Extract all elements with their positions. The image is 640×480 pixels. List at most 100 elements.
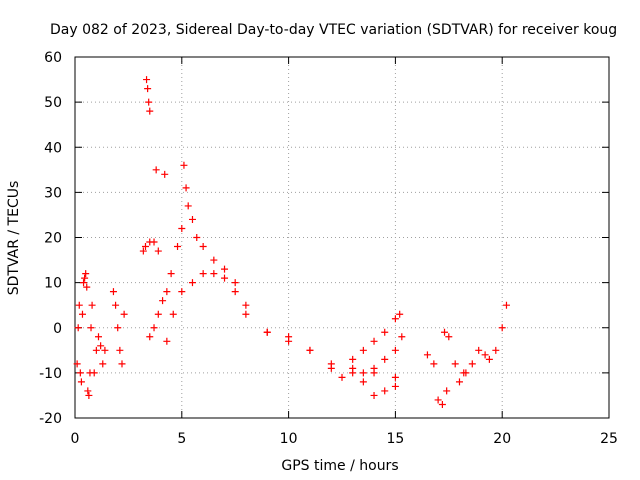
data-point <box>97 342 105 350</box>
data-point <box>242 310 250 318</box>
data-point <box>359 378 367 386</box>
data-point <box>370 364 378 372</box>
series-arc-late-3 <box>359 333 406 377</box>
data-point <box>455 378 463 386</box>
x-tick-label: 15 <box>386 431 404 447</box>
series-arc-main-high <box>167 161 250 309</box>
series-rise-3.5 <box>146 288 171 341</box>
series-arc-3.2 <box>139 238 162 255</box>
series-arc-late-1 <box>263 328 399 399</box>
data-point <box>152 166 160 174</box>
x-axis-label: GPS time / hours <box>281 458 398 474</box>
x-tick-label: 20 <box>493 431 511 447</box>
data-point <box>139 247 147 255</box>
y-tick-label: 20 <box>44 231 62 247</box>
data-point <box>349 369 357 377</box>
data-point <box>120 310 128 318</box>
data-point <box>116 346 124 354</box>
data-point <box>391 382 399 390</box>
data-point <box>75 301 83 309</box>
data-point <box>88 301 96 309</box>
x-tick-labels: 0 5 10 15 20 25 <box>71 431 618 447</box>
data-point <box>306 346 314 354</box>
data-point <box>92 346 100 354</box>
data-point <box>199 270 207 278</box>
series-peak-3.4 <box>143 76 154 115</box>
data-point <box>502 301 510 309</box>
data-point <box>163 337 171 345</box>
data-point <box>109 288 117 296</box>
series-pts-3.8 <box>152 166 169 178</box>
y-tick-label: 60 <box>44 50 62 66</box>
data-point <box>370 337 378 345</box>
data-point <box>199 243 207 251</box>
series-arc-18.5 <box>462 346 489 377</box>
data-point <box>462 369 470 377</box>
x-tick-label: 25 <box>600 431 618 447</box>
data-points <box>73 76 510 408</box>
x-tick-label: 0 <box>71 431 80 447</box>
data-point <box>443 387 451 395</box>
data-point <box>77 378 85 386</box>
data-point <box>118 360 126 368</box>
data-point <box>87 324 95 332</box>
data-point <box>141 243 149 251</box>
series-arc-late-2 <box>349 310 404 363</box>
data-point <box>169 310 177 318</box>
data-point <box>423 351 431 359</box>
data-point <box>263 328 271 336</box>
data-point <box>178 288 186 296</box>
data-point <box>82 270 90 278</box>
y-tick-label: -20 <box>39 411 62 427</box>
data-point <box>167 270 175 278</box>
data-point <box>485 355 493 363</box>
data-point <box>438 400 446 408</box>
data-point <box>359 369 367 377</box>
data-point <box>441 328 449 336</box>
y-tick-label: 40 <box>44 140 62 156</box>
data-point <box>112 301 120 309</box>
data-point <box>78 310 86 318</box>
data-point <box>74 324 82 332</box>
grid-lines <box>75 57 609 418</box>
data-point <box>391 346 399 354</box>
data-point <box>381 387 389 395</box>
data-point <box>145 98 153 106</box>
data-point <box>475 346 483 354</box>
data-point <box>396 310 404 318</box>
data-point <box>359 346 367 354</box>
x-tick-label: 10 <box>280 431 298 447</box>
data-point <box>159 297 167 305</box>
data-point <box>81 274 89 282</box>
data-point <box>370 391 378 399</box>
y-axis-label: SDTVAR / TECUs <box>6 181 22 296</box>
data-point <box>99 360 107 368</box>
data-point <box>114 324 122 332</box>
data-point <box>73 360 81 368</box>
data-point <box>210 256 218 264</box>
data-point <box>445 333 453 341</box>
data-point <box>242 301 250 309</box>
data-point <box>83 283 91 291</box>
data-point <box>381 355 389 363</box>
x-tick-label: 5 <box>177 431 186 447</box>
data-point <box>221 274 229 282</box>
data-point <box>163 288 171 296</box>
data-point <box>188 215 196 223</box>
chart-title: Day 082 of 2023, Sidereal Day-to-day VTE… <box>50 22 617 38</box>
data-point <box>180 161 188 169</box>
data-point <box>80 279 88 287</box>
y-tick-label: 50 <box>44 95 62 111</box>
data-point <box>391 315 399 323</box>
data-point <box>481 351 489 359</box>
data-point <box>184 202 192 210</box>
data-point <box>231 279 239 287</box>
data-point <box>146 333 154 341</box>
series-arc-16.5 <box>423 351 451 408</box>
data-point <box>143 76 151 84</box>
data-point <box>468 360 476 368</box>
data-point <box>434 396 442 404</box>
data-point <box>150 324 158 332</box>
data-point <box>182 184 190 192</box>
